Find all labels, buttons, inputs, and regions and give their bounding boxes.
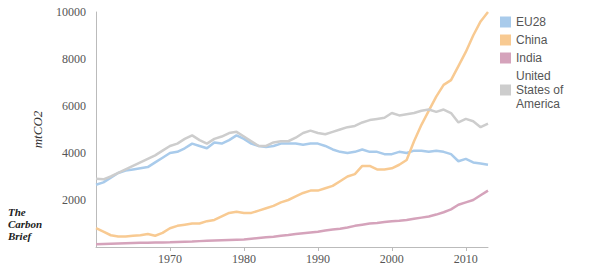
svg-text:10000: 10000 [56,5,86,19]
svg-text:EU28: EU28 [516,15,546,29]
svg-text:1970: 1970 [158,252,182,266]
svg-text:India: India [516,51,542,65]
svg-text:mtCO2: mtCO2 [30,110,45,148]
svg-text:America: America [516,97,560,111]
svg-text:The: The [8,206,28,218]
svg-text:1990: 1990 [306,252,330,266]
svg-text:6000: 6000 [62,99,86,113]
svg-text:China: China [516,33,548,47]
svg-text:2010: 2010 [454,252,478,266]
svg-text:2000: 2000 [62,193,86,207]
svg-text:2000: 2000 [380,252,404,266]
svg-text:8000: 8000 [62,52,86,66]
svg-text:United: United [516,69,554,83]
svg-text:1980: 1980 [232,252,256,266]
svg-text:Carbon: Carbon [8,218,45,230]
svg-text:Brief: Brief [7,230,33,242]
svg-text:4000: 4000 [62,146,86,160]
svg-text:States of: States of [516,83,567,97]
